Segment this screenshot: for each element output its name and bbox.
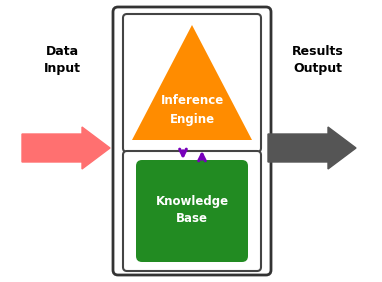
FancyBboxPatch shape — [113, 7, 271, 275]
FancyArrow shape — [22, 127, 110, 169]
FancyBboxPatch shape — [123, 14, 261, 152]
FancyBboxPatch shape — [136, 160, 248, 262]
Text: Inference
Engine: Inference Engine — [160, 94, 223, 125]
FancyBboxPatch shape — [123, 151, 261, 271]
FancyArrow shape — [268, 127, 356, 169]
Polygon shape — [132, 25, 252, 140]
Text: Data
Input: Data Input — [44, 45, 81, 75]
Text: Results
Output: Results Output — [292, 45, 344, 75]
Text: Knowledge
Base: Knowledge Base — [155, 195, 228, 226]
